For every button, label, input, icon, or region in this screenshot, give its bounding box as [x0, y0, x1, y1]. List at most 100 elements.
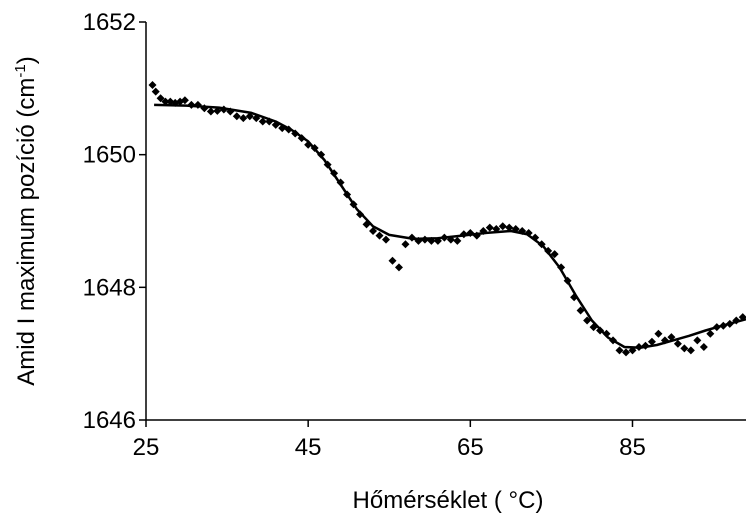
data-point: [420, 235, 429, 244]
data-point: [576, 306, 585, 315]
data-point: [433, 236, 442, 245]
plot-area: [148, 81, 746, 357]
data-point: [609, 336, 618, 345]
data-point: [310, 144, 319, 153]
data-point: [388, 256, 397, 265]
data-point: [693, 336, 702, 345]
data-point: [596, 326, 605, 335]
data-point: [446, 235, 455, 244]
x-tick-label: 85: [619, 434, 646, 461]
data-point: [156, 94, 165, 103]
data-point: [699, 343, 708, 352]
data-point: [725, 319, 734, 328]
data-point: [563, 276, 572, 285]
data-point: [297, 134, 306, 143]
data-point: [686, 346, 695, 355]
data-point: [732, 316, 741, 325]
data-point: [719, 321, 728, 330]
data-point: [518, 226, 527, 235]
data-point: [479, 226, 488, 235]
data-point: [252, 114, 261, 123]
data-point: [349, 200, 358, 209]
data-point: [459, 230, 468, 239]
data-point: [356, 210, 365, 219]
data-point: [485, 223, 494, 232]
data-point: [511, 224, 520, 233]
data-point: [466, 228, 475, 237]
y-axis-title-main: Amid I maximum pozíció (cm: [13, 78, 40, 386]
data-point: [394, 263, 403, 272]
data-point: [505, 223, 514, 232]
data-point: [472, 231, 481, 240]
y-tick-label: 1650: [83, 142, 136, 169]
data-point: [382, 235, 390, 244]
data-point: [265, 117, 274, 126]
data-point: [232, 112, 241, 121]
data-point: [667, 333, 676, 342]
data-point: [622, 348, 630, 357]
data-point: [375, 231, 384, 240]
data-point: [589, 323, 598, 332]
data-point: [647, 337, 656, 346]
fit-curve-line: [154, 103, 746, 349]
data-point: [498, 222, 507, 231]
data-point: [278, 124, 287, 133]
data-point: [706, 329, 715, 338]
x-tick-label: 25: [133, 434, 160, 461]
data-point: [187, 100, 196, 109]
data-point: [245, 112, 254, 121]
data-point: [427, 236, 436, 245]
data-point: [440, 233, 449, 242]
data-point: [557, 263, 566, 272]
data-point: [615, 346, 624, 355]
data-point: [570, 293, 579, 302]
data-point: [180, 96, 189, 105]
data-point: [291, 129, 300, 138]
data-point: [583, 316, 592, 325]
data-point: [641, 341, 650, 350]
x-tick-label: 45: [295, 434, 322, 461]
data-point: [544, 246, 553, 255]
data-point: [219, 105, 228, 114]
data-point: [258, 117, 267, 126]
data-point: [673, 339, 682, 348]
data-point: [634, 343, 643, 352]
data-point: [304, 140, 313, 149]
data-point: [323, 160, 332, 169]
data-point: [330, 169, 339, 178]
y-tick-label: 1646: [83, 407, 136, 434]
data-point: [343, 190, 352, 199]
data-point: [148, 81, 157, 90]
data-point: [550, 250, 559, 259]
data-point: [531, 233, 540, 242]
data-point: [362, 220, 371, 229]
data-point: [628, 346, 637, 355]
data-point: [453, 236, 462, 245]
data-point: [213, 106, 222, 115]
data-point: [660, 336, 669, 345]
data-point: [336, 178, 345, 187]
data-point: [193, 100, 202, 109]
data-point: [271, 120, 280, 129]
data-point: [407, 233, 416, 242]
y-axis-title-superscript: -1: [12, 64, 29, 77]
y-axis-title-end: ): [13, 56, 40, 64]
data-point: [524, 228, 533, 237]
data-point: [284, 125, 293, 134]
data-point: [161, 97, 170, 106]
data-point: [712, 323, 721, 332]
x-tick-label: 65: [457, 434, 484, 461]
y-tick-label: 1652: [83, 9, 136, 36]
data-point: [151, 87, 160, 96]
data-point: [738, 313, 746, 322]
data-point: [401, 240, 410, 249]
data-point: [239, 114, 248, 123]
data-point: [680, 344, 689, 353]
x-axis-title: Hőmérséklet ( °C): [353, 487, 544, 514]
data-point: [654, 329, 663, 338]
data-point: [369, 226, 378, 235]
data-point: [226, 107, 235, 116]
data-point: [206, 107, 215, 116]
data-point: [414, 236, 423, 245]
